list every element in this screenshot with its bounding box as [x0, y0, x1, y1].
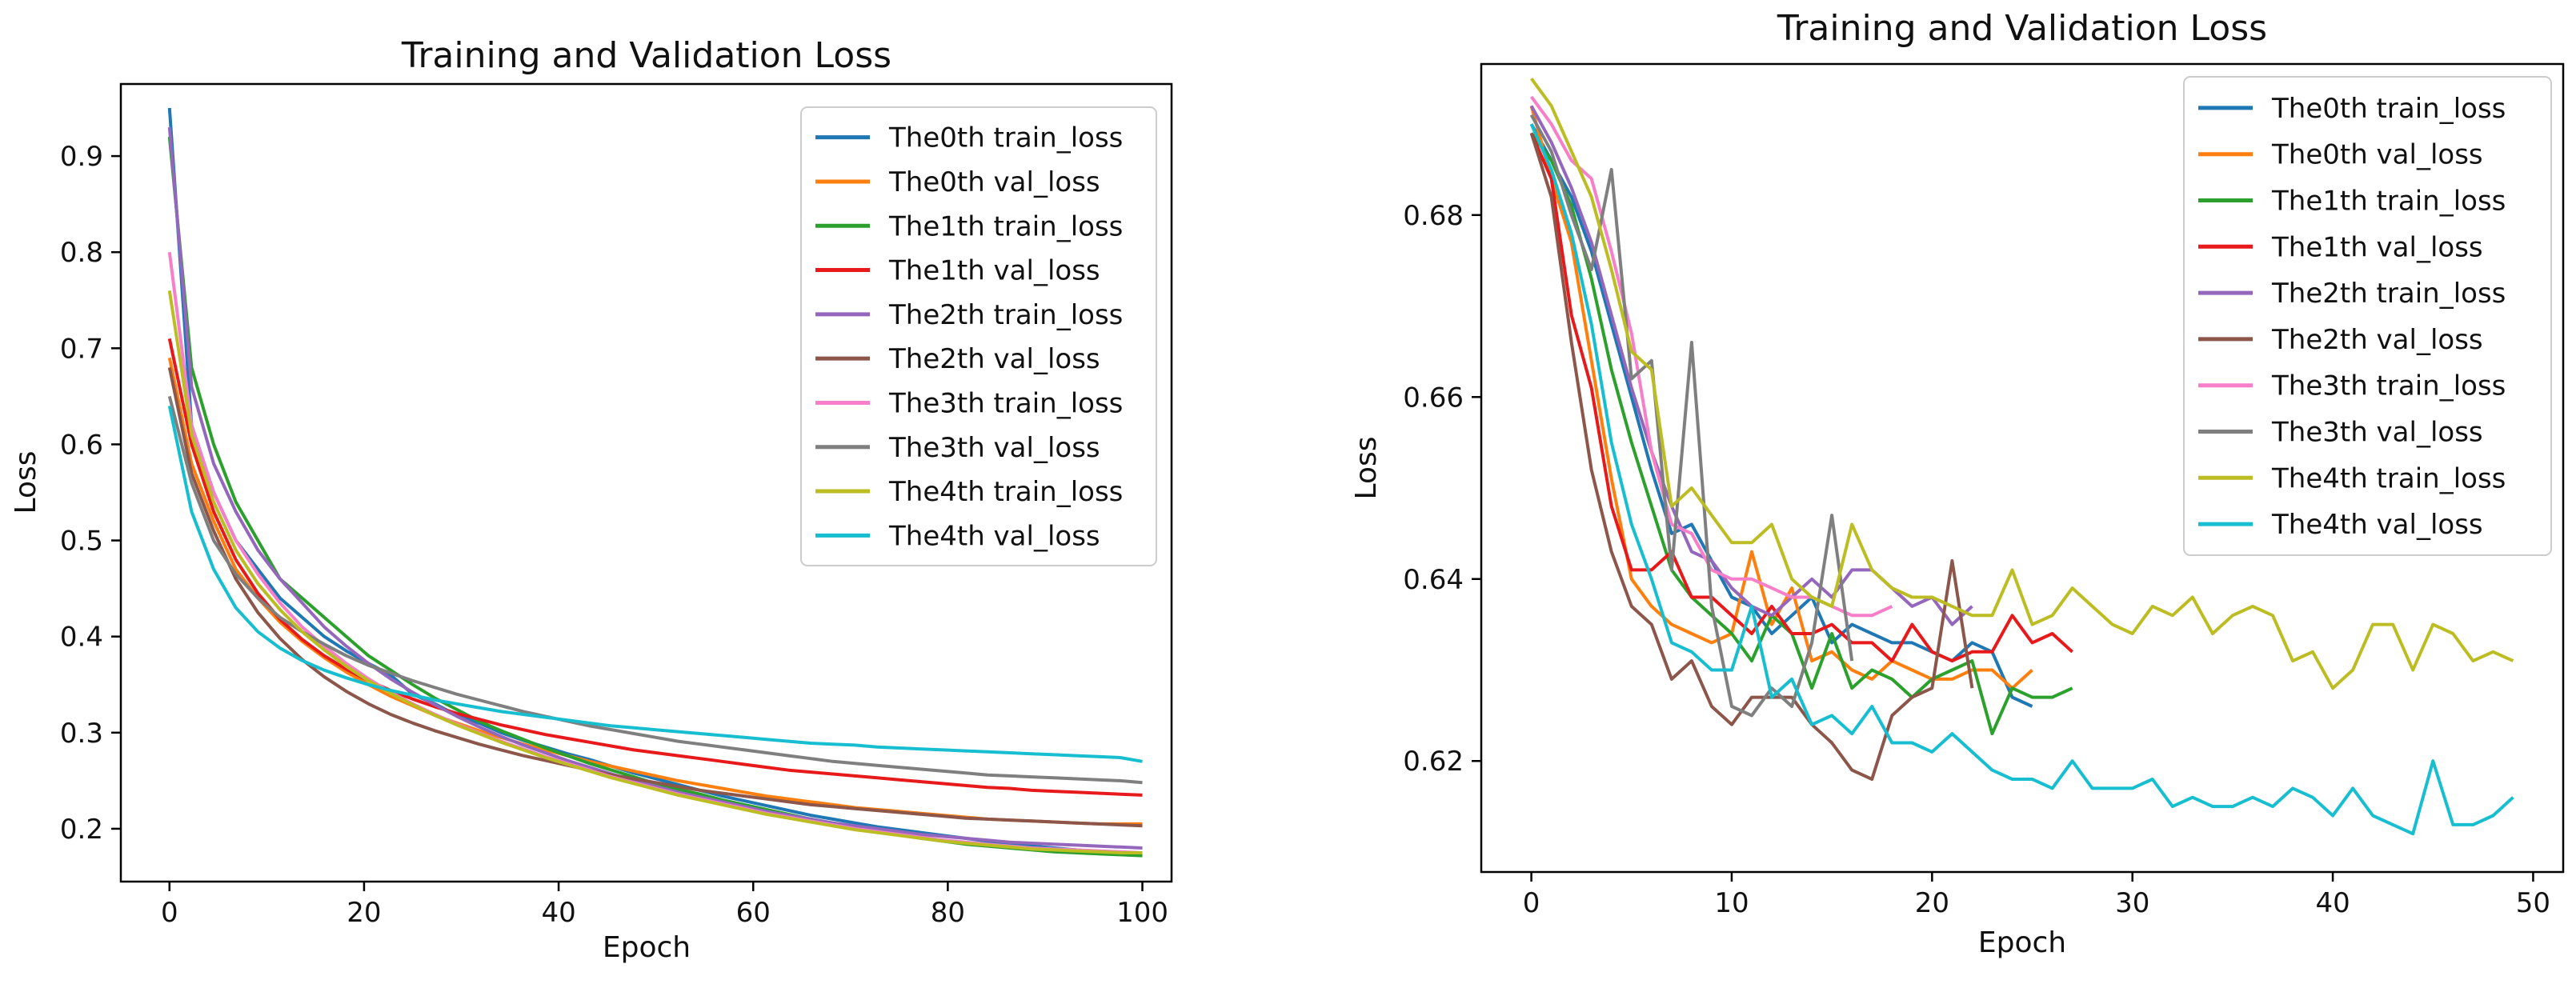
- x-tick-label: 20: [1915, 887, 1949, 919]
- x-tick-label: 100: [1116, 897, 1168, 929]
- legend-box: [800, 106, 1157, 566]
- x-tick-label: 50: [2516, 887, 2550, 919]
- series-line-5: [1529, 132, 1974, 781]
- chart-right: 0 10 20 30 40 50 0.62 0.64 0.66 0.68 Training and …: [1350, 8, 2565, 959]
- y-tick-label: 0.7: [60, 333, 103, 365]
- series-line-9: [167, 405, 1143, 763]
- x-tick-label: 40: [541, 897, 575, 929]
- legend-label: The4th train_loss: [2271, 462, 2506, 494]
- legend-label: The0th val_loss: [888, 166, 1100, 198]
- y-tick-label: 0.68: [1403, 200, 1464, 232]
- x-tick-label: 20: [347, 897, 381, 929]
- legend-label: The2th val_loss: [888, 343, 1100, 375]
- legend-label: The3th val_loss: [2271, 417, 2483, 449]
- legend-label: The2th train_loss: [888, 299, 1123, 331]
- x-axis-label: Epoch: [603, 931, 691, 964]
- legend-label: The3th train_loss: [888, 387, 1123, 419]
- legend: The0th train_loss The0th val_loss The1th t…: [800, 106, 1157, 566]
- y-axis-label: Loss: [1350, 437, 1383, 500]
- x-tick-label: 30: [2115, 887, 2149, 919]
- y-tick-label: 0.64: [1403, 564, 1464, 596]
- x-axis-label: Epoch: [1978, 926, 2066, 959]
- series-line-6: [1529, 95, 1893, 618]
- y-tick-label: 0.8: [60, 237, 103, 269]
- y-tick-label: 0.5: [60, 526, 103, 558]
- y-axis-label: Loss: [10, 451, 42, 514]
- legend-label: The3th train_loss: [2271, 370, 2506, 402]
- legend-label: The2th train_loss: [2271, 278, 2506, 310]
- y-tick-label: 0.3: [60, 718, 103, 750]
- series-line-7: [1529, 114, 1854, 718]
- legend-label: The3th val_loss: [888, 432, 1100, 464]
- legend-label: The2th val_loss: [2271, 324, 2483, 356]
- series-line-8: [1529, 78, 2514, 690]
- x-tick-label: 40: [2315, 887, 2350, 919]
- x-tick-label: 60: [736, 897, 771, 929]
- series-lines: [167, 107, 1143, 858]
- x-tick-label: 10: [1714, 887, 1749, 919]
- series-line-4: [167, 126, 1143, 850]
- plot-frame: [1480, 62, 2565, 874]
- y-tick-label: 0.9: [60, 141, 103, 173]
- series-line-2: [1529, 132, 2073, 736]
- chart-left: 0 20 40 60 80 100 0.2 0.3 0.4 0.5 0.6 0.7 0.8 0.9 Trai…: [10, 35, 1173, 964]
- series-line-8: [167, 290, 1143, 854]
- legend-label: The1th train_loss: [888, 210, 1123, 242]
- y-tick-label: 0.2: [60, 814, 103, 846]
- legend-label: The1th val_loss: [2271, 231, 2483, 263]
- legend-label: The0th val_loss: [2271, 139, 2483, 171]
- legend-label: The4th train_loss: [888, 476, 1123, 508]
- legend-label: The0th train_loss: [2271, 93, 2506, 125]
- series-line-3: [167, 338, 1143, 797]
- x-tick-label: 0: [1523, 887, 1540, 919]
- series-line-7: [167, 395, 1143, 785]
- series-line-5: [167, 366, 1143, 828]
- legend-label: The4th val_loss: [888, 520, 1100, 552]
- x-tick-label: 0: [161, 897, 178, 929]
- y-tick-label: 0.66: [1403, 382, 1464, 414]
- legend-label: The1th val_loss: [888, 255, 1100, 287]
- series-lines: [1529, 78, 2514, 836]
- legend-box: [2183, 76, 2552, 556]
- x-tick-label: 80: [931, 897, 965, 929]
- legend-label: The4th val_loss: [2271, 509, 2483, 541]
- series-line-3: [1529, 132, 2073, 663]
- y-tick-label: 0.6: [60, 429, 103, 461]
- legend: The0th train_loss The0th val_loss The1th t…: [2183, 76, 2552, 556]
- chart-title: Training and Validation Loss: [1777, 8, 2267, 49]
- legend-label: The1th train_loss: [2271, 186, 2506, 218]
- plot-frame: [119, 82, 1173, 883]
- chart-title: Training and Validation Loss: [401, 35, 891, 76]
- y-tick-label: 0.4: [60, 622, 103, 654]
- y-tick-label: 0.62: [1403, 746, 1464, 778]
- series-line-9: [1529, 123, 2514, 836]
- legend-label: The0th train_loss: [888, 122, 1123, 154]
